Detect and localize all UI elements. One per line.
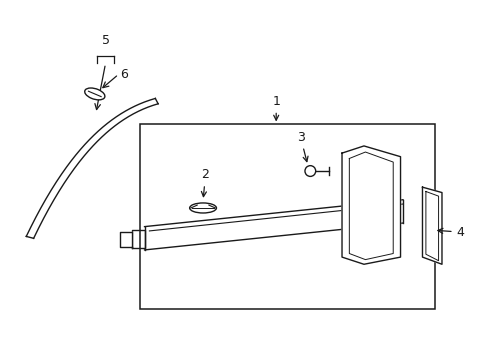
Text: 1: 1 xyxy=(272,95,280,120)
Ellipse shape xyxy=(189,203,216,213)
Ellipse shape xyxy=(84,88,105,100)
Polygon shape xyxy=(341,146,400,264)
Polygon shape xyxy=(120,232,132,247)
Text: 4: 4 xyxy=(437,226,464,239)
Bar xyxy=(140,125,434,309)
Text: 5: 5 xyxy=(102,34,109,47)
Text: 2: 2 xyxy=(201,168,209,197)
Ellipse shape xyxy=(305,166,315,176)
Text: 3: 3 xyxy=(296,131,307,162)
Polygon shape xyxy=(422,187,441,264)
Text: 6: 6 xyxy=(120,68,128,81)
